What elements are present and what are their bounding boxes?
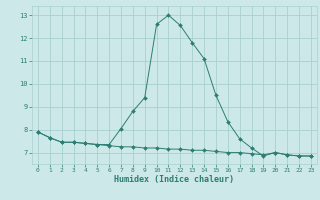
- X-axis label: Humidex (Indice chaleur): Humidex (Indice chaleur): [115, 175, 234, 184]
